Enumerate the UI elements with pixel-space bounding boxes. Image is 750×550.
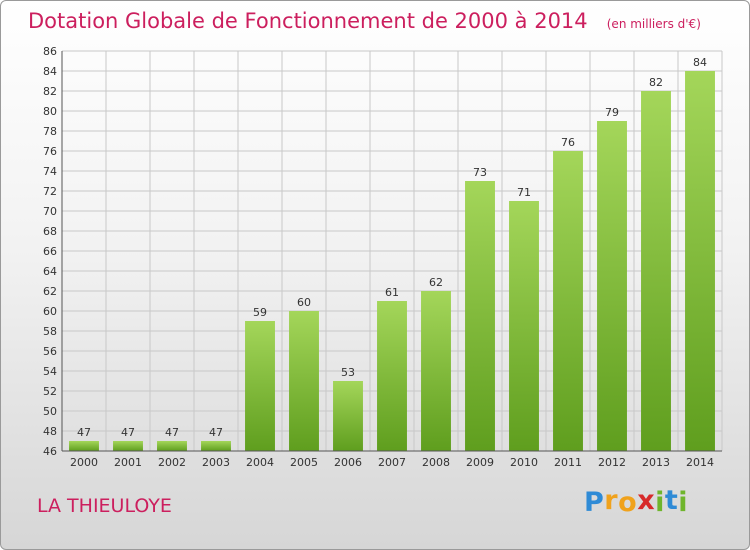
x-tick-label: 2005: [290, 456, 318, 469]
data-label: 47: [77, 426, 91, 439]
y-tick-label: 78: [43, 125, 57, 138]
bar: [553, 151, 583, 451]
bars: [69, 71, 715, 451]
bar: [157, 441, 187, 451]
data-label: 59: [253, 306, 267, 319]
bar: [597, 121, 627, 451]
bar: [641, 91, 671, 451]
x-tick-label: 2001: [114, 456, 142, 469]
data-label: 79: [605, 106, 619, 119]
bar: [465, 181, 495, 451]
x-tick-label: 2013: [642, 456, 670, 469]
bar: [509, 201, 539, 451]
logo-letter: i: [655, 487, 665, 518]
data-label: 61: [385, 286, 399, 299]
chart-subtitle: (en milliers d'€): [606, 17, 701, 31]
logo-letter: x: [637, 485, 656, 516]
y-tick-label: 56: [43, 345, 57, 358]
bar: [113, 441, 143, 451]
y-tick-label: 46: [43, 445, 57, 458]
data-label: 73: [473, 166, 487, 179]
y-tick-label: 84: [43, 65, 57, 78]
bar: [685, 71, 715, 451]
bar: [201, 441, 231, 451]
bar: [421, 291, 451, 451]
data-label: 71: [517, 186, 531, 199]
y-tick-label: 72: [43, 185, 57, 198]
proxiti-logo: Proxiti: [584, 485, 689, 518]
bar: [245, 321, 275, 451]
y-tick-label: 76: [43, 145, 57, 158]
data-label: 84: [693, 56, 707, 69]
chart-title: Dotation Globale de Fonctionnement de 20…: [28, 9, 588, 33]
data-label: 76: [561, 136, 575, 149]
logo-letter: t: [664, 485, 679, 516]
y-tick-label: 50: [43, 405, 57, 418]
data-label: 47: [121, 426, 135, 439]
data-label: 82: [649, 76, 663, 89]
x-tick-label: 2002: [158, 456, 186, 469]
bar: [333, 381, 363, 451]
bar: [289, 311, 319, 451]
y-tick-label: 66: [43, 245, 57, 258]
y-tick-label: 80: [43, 105, 57, 118]
x-tick-label: 2004: [246, 456, 274, 469]
axes: 46 48 50 52 54 56 58 60 62 64 66 68 70 72 74 76 78 80 82 84…: [43, 45, 722, 469]
y-tick-label: 86: [43, 45, 57, 58]
y-tick-label: 82: [43, 85, 57, 98]
x-tick-label: 2012: [598, 456, 626, 469]
commune-name: LA THIEULOYE: [37, 495, 172, 517]
y-tick-label: 60: [43, 305, 57, 318]
x-tick-label: 2009: [466, 456, 494, 469]
data-label: 53: [341, 366, 355, 379]
x-tick-label: 2014: [686, 456, 714, 469]
x-tick-label: 2000: [70, 456, 98, 469]
y-tick-label: 58: [43, 325, 57, 338]
data-label: 47: [209, 426, 223, 439]
x-tick-label: 2010: [510, 456, 538, 469]
logo-letter: P: [584, 487, 605, 518]
x-tick-label: 2011: [554, 456, 582, 469]
title-row: Dotation Globale de Fonctionnement de 20…: [28, 9, 701, 33]
y-tick-label: 62: [43, 285, 57, 298]
y-tick-label: 54: [43, 365, 57, 378]
logo-letter: r: [604, 485, 619, 516]
x-tick-label: 2007: [378, 456, 406, 469]
bar: [377, 301, 407, 451]
logo-letter: i: [678, 487, 689, 518]
y-tick-label: 70: [43, 205, 57, 218]
x-tick-label: 2003: [202, 456, 230, 469]
y-tick-label: 68: [43, 225, 57, 238]
y-tick-label: 74: [43, 165, 57, 178]
logo-letter: o: [618, 487, 638, 518]
data-label: 62: [429, 276, 443, 289]
x-tick-label: 2008: [422, 456, 450, 469]
data-label: 47: [165, 426, 179, 439]
y-tick-label: 48: [43, 425, 57, 438]
y-tick-label: 64: [43, 265, 57, 278]
bar: [69, 441, 99, 451]
data-label: 60: [297, 296, 311, 309]
x-tick-label: 2006: [334, 456, 362, 469]
y-tick-label: 52: [43, 385, 57, 398]
